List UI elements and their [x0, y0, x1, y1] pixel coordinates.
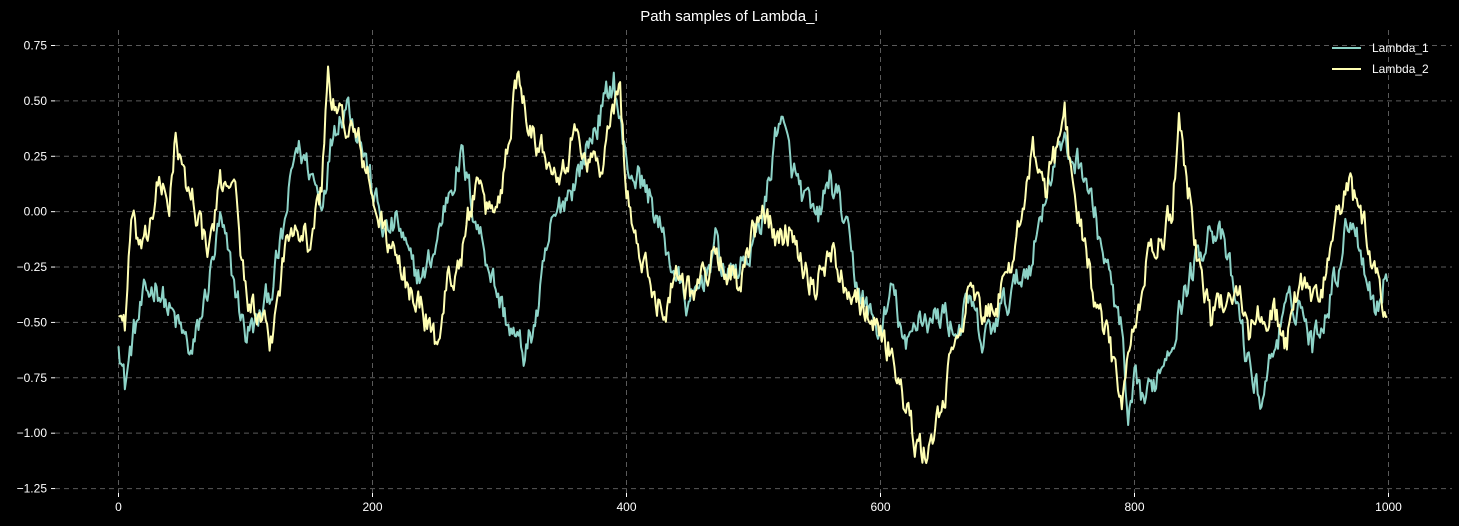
y-tick-label: −1.25: [17, 482, 48, 496]
x-tick-label: 800: [1124, 500, 1144, 514]
y-tick-label: 0.50: [24, 94, 48, 108]
plot-area: [117, 65, 1389, 465]
series-line-lambda-2: [118, 65, 1388, 465]
y-axis-ticks: −1.25 −1.00 −0.75 −0.50 −0.25 0.00 0.25 0.50 0.7…: [17, 39, 55, 496]
legend-label: Lambda_2: [1372, 62, 1429, 76]
x-tick-label: 400: [616, 500, 636, 514]
series-line-lambda-1: [117, 71, 1389, 427]
x-axis-ticks: 0 200 400 600 800 1000: [115, 493, 1402, 514]
y-tick-label: −0.50: [17, 315, 48, 329]
y-tick-label: −0.75: [17, 371, 48, 385]
chart-title: Path samples of Lambda_i: [640, 8, 818, 25]
grid-lines: [55, 30, 1452, 493]
y-tick-label: −1.00: [17, 426, 48, 440]
x-tick-label: 0: [115, 500, 122, 514]
y-tick-label: 0.75: [24, 39, 48, 53]
y-tick-label: 0.25: [24, 149, 48, 163]
y-tick-label: 0.00: [24, 205, 48, 219]
legend: Lambda_1 Lambda_2: [1332, 41, 1429, 76]
y-tick-label: −0.25: [17, 260, 48, 274]
legend-label: Lambda_1: [1372, 41, 1429, 55]
x-tick-label: 1000: [1375, 500, 1402, 514]
x-tick-label: 200: [362, 500, 382, 514]
x-tick-label: 600: [870, 500, 890, 514]
